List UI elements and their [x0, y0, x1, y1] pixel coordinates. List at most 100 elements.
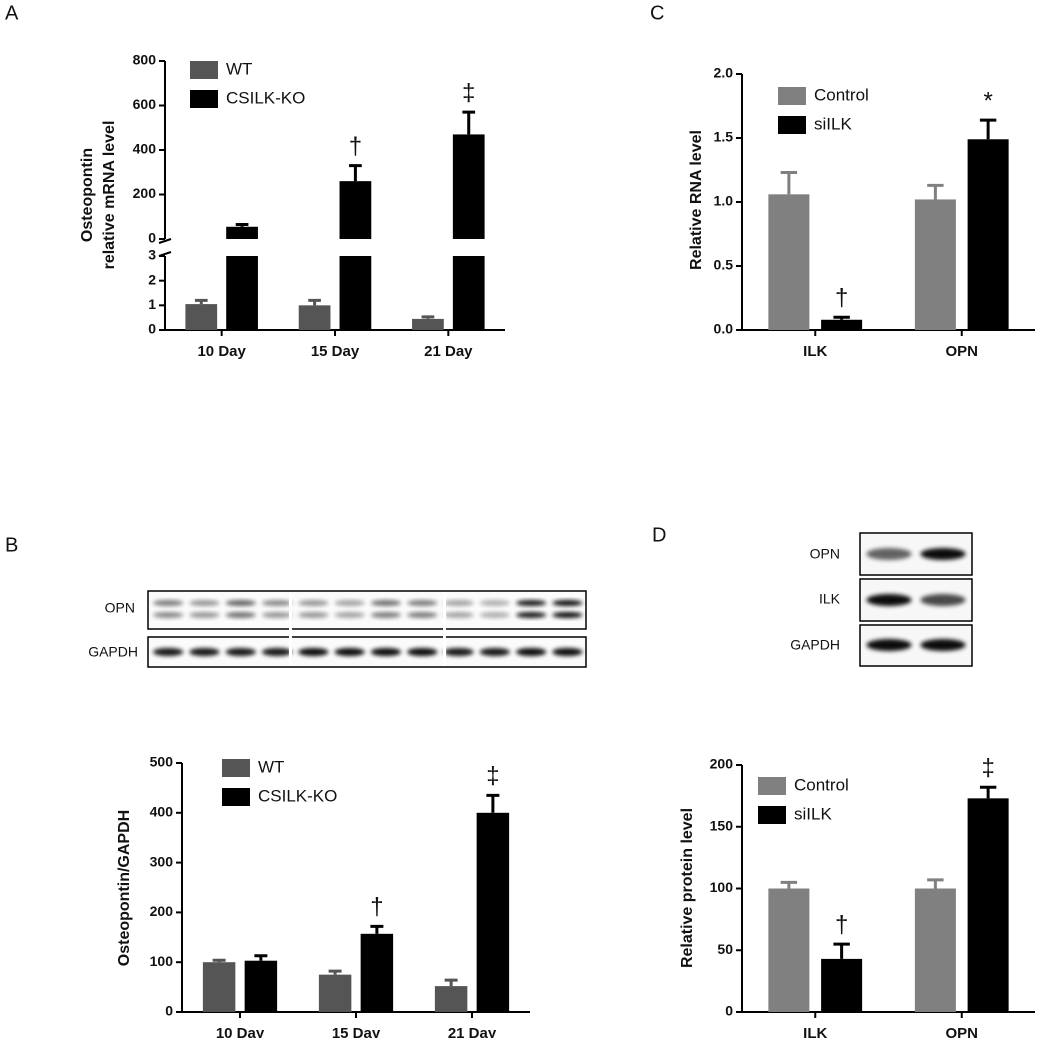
blot-label: GAPDH	[88, 644, 138, 660]
bar	[360, 933, 394, 1012]
panel-label: B	[5, 534, 18, 556]
x-tick-label: ILK	[803, 1025, 827, 1038]
x-tick-label: OPN	[945, 343, 978, 360]
error-bar	[421, 315, 435, 319]
blot-band	[334, 612, 365, 618]
blot-label: OPN	[105, 600, 135, 616]
y-tick-label: 0	[148, 230, 156, 246]
significance-marker: †	[835, 911, 848, 938]
panel-label: C	[650, 2, 664, 24]
blot-frame	[147, 590, 587, 630]
bar	[244, 960, 278, 1012]
blot-band	[189, 612, 220, 618]
blot-band	[407, 648, 438, 656]
blot-band	[225, 600, 256, 606]
bar	[768, 888, 810, 1012]
blot-band	[515, 600, 547, 606]
blot-band	[920, 548, 966, 560]
blot-band	[920, 594, 966, 606]
blot-band	[261, 648, 293, 656]
panel-label: A	[5, 2, 19, 24]
y-tick-label: 1	[148, 296, 156, 312]
y-axis-label: Relative protein level	[679, 808, 696, 968]
error-bar	[194, 298, 208, 305]
error-bar	[833, 942, 850, 959]
y-axis-label: relative mRNA level	[101, 121, 118, 270]
y-tick-label: 3	[148, 247, 156, 263]
y-tick-label: 0	[165, 1003, 173, 1019]
y-tick-label: 0	[148, 321, 156, 337]
x-tick-label: 10 Day	[216, 1025, 265, 1038]
blot-band	[189, 600, 220, 606]
y-tick-label: 50	[717, 941, 733, 957]
blot-label: OPN	[810, 546, 840, 562]
y-tick-label: 0.0	[714, 321, 734, 337]
y-tick-label: 400	[133, 141, 157, 157]
error-bar	[308, 298, 321, 306]
y-tick-label: 1.0	[714, 193, 734, 209]
significance-marker: ‡	[981, 755, 994, 782]
blot-band	[920, 639, 966, 651]
legend-swatch	[778, 87, 806, 105]
error-bar	[979, 118, 997, 140]
blot-band	[552, 612, 583, 618]
legend-swatch	[778, 116, 806, 134]
y-tick-label: 500	[150, 754, 174, 770]
y-axis-label: Osteopontin	[79, 148, 96, 242]
legend-swatch	[758, 806, 786, 824]
error-bar	[349, 164, 362, 182]
error-bar	[212, 958, 226, 963]
error-bar	[254, 954, 268, 961]
y-tick-label: 300	[150, 853, 174, 869]
y-tick-label: 800	[133, 52, 157, 68]
bar	[821, 958, 863, 1012]
significance-marker: *	[983, 87, 992, 114]
blot-band	[298, 600, 329, 606]
legend-label: CSILK-KO	[258, 786, 337, 805]
western-blot: OPN GAPDH	[88, 590, 587, 668]
error-bar	[370, 924, 384, 934]
blot-band	[515, 648, 547, 656]
y-tick-label: 150	[710, 817, 734, 833]
blot-band	[479, 600, 511, 606]
error-bar	[927, 878, 944, 889]
bar	[339, 181, 372, 239]
y-tick-label: 200	[150, 903, 174, 919]
bar	[298, 305, 331, 330]
legend-swatch	[222, 759, 250, 777]
y-tick-label: 600	[133, 96, 157, 112]
legend-label: siILK	[794, 804, 832, 823]
significance-marker: †	[835, 285, 848, 312]
legend-label: Control	[794, 775, 849, 794]
blot-band	[552, 648, 583, 656]
legend-label: WT	[258, 757, 284, 776]
error-bar	[979, 785, 997, 799]
blot-band	[261, 600, 293, 606]
error-bar	[927, 183, 944, 200]
x-tick-label: 15 Day	[311, 343, 360, 360]
blot-band	[225, 648, 256, 656]
error-bar	[235, 223, 249, 227]
bar	[412, 318, 444, 330]
y-tick-label: 2	[148, 271, 156, 287]
bar	[226, 226, 258, 239]
y-tick-label: 0.5	[714, 257, 734, 273]
panel-label: D	[652, 524, 666, 546]
blot-band	[552, 600, 583, 606]
legend-swatch	[190, 90, 218, 108]
blot-band	[298, 612, 329, 618]
blot-band	[225, 612, 256, 618]
y-axis-label: Osteopontin/GAPDH	[116, 810, 133, 966]
significance-marker: ‡	[486, 763, 499, 790]
blot-band	[334, 648, 365, 656]
blot-band	[866, 639, 912, 651]
legend-label: WT	[226, 59, 252, 78]
bar	[434, 986, 468, 1012]
bar	[476, 812, 510, 1012]
significance-marker: †	[349, 133, 362, 160]
legend-label: siILK	[814, 114, 852, 133]
error-bar	[486, 793, 500, 813]
x-tick-label: 15 Day	[332, 1025, 381, 1038]
blot-band	[152, 600, 184, 606]
blot-band	[152, 612, 184, 618]
